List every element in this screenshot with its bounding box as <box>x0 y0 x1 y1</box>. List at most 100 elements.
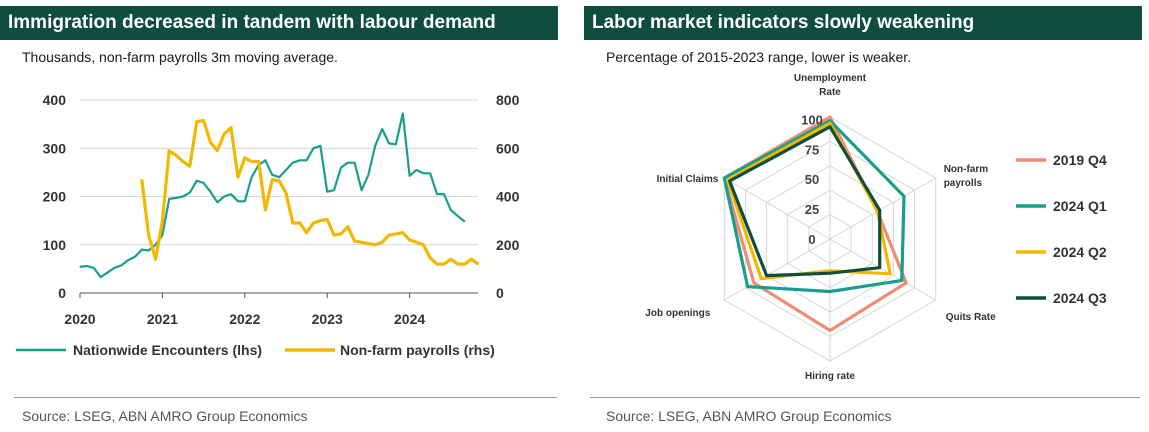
data-point <box>409 239 411 241</box>
data-point <box>230 193 232 195</box>
legend-label: 2024 Q1 <box>1053 198 1107 214</box>
data-point <box>285 169 287 171</box>
data-point <box>450 209 452 211</box>
data-point <box>175 154 177 157</box>
data-point <box>443 193 445 195</box>
chart-subtitle: Percentage of 2015-2023 range, lower is … <box>606 49 912 65</box>
x-tick-label: 2024 <box>394 311 425 327</box>
series-group <box>79 112 480 279</box>
data-point <box>216 150 218 152</box>
data-point <box>203 182 205 184</box>
data-point <box>381 128 383 130</box>
radar-spoke <box>724 238 831 301</box>
data-point <box>244 200 246 202</box>
y-left-tick-label: 200 <box>43 189 67 205</box>
data-point <box>278 180 280 182</box>
data-point <box>223 195 225 198</box>
data-point <box>409 175 411 177</box>
source-note: Source: LSEG, ABN AMRO Group Economics <box>22 408 308 424</box>
data-point <box>312 147 314 149</box>
radar-tick-label: 50 <box>805 172 819 187</box>
data-point <box>155 244 157 246</box>
chart-title: Immigration decreased in tandem with lab… <box>0 6 558 40</box>
data-point <box>470 258 472 260</box>
data-point <box>477 263 479 265</box>
radar-spoke <box>724 177 831 240</box>
data-point <box>340 233 342 235</box>
radar-tick-label: 100 <box>801 112 823 127</box>
data-point <box>161 234 163 236</box>
data-point <box>258 160 260 163</box>
data-point <box>237 176 239 178</box>
data-point <box>141 179 143 181</box>
series-line-encounters <box>79 112 466 279</box>
data-point <box>182 160 184 163</box>
data-point <box>415 241 417 243</box>
data-point <box>278 176 280 178</box>
x-tick-label: 2023 <box>312 311 343 327</box>
data-point <box>189 165 191 167</box>
gridlines <box>80 99 478 294</box>
radar-chart-panel: Labor market indicators slowly weakening… <box>584 0 1149 432</box>
chart-title: Labor market indicators slowly weakening <box>584 6 1142 40</box>
radar-series-2024-q1 <box>722 119 906 294</box>
data-point <box>457 263 459 265</box>
legend-label: 2019 Q4 <box>1053 152 1107 168</box>
divider <box>14 397 557 398</box>
y-right-tick-label: 800 <box>496 92 520 108</box>
data-point <box>230 127 232 129</box>
data-point <box>216 201 218 203</box>
line-chart-panel: Immigration decreased in tandem with lab… <box>0 0 565 432</box>
data-point <box>319 220 321 222</box>
data-point <box>464 221 466 223</box>
axis-labels: Unemployment Rate Non-farm payrolls Quits Ra… <box>645 73 996 382</box>
data-point <box>429 172 431 174</box>
chart-subtitle: Thousands, non-farm payrolls 3m moving a… <box>22 49 338 65</box>
x-tick-label: 2022 <box>229 311 260 327</box>
legend-label: 2024 Q2 <box>1053 244 1107 260</box>
radar-tick-label: 75 <box>805 142 819 157</box>
y-right-tick-label: 200 <box>496 237 520 253</box>
radar-axis-label: Job openings <box>645 308 710 319</box>
data-point <box>285 192 287 194</box>
data-point <box>450 258 452 260</box>
data-point <box>436 263 438 265</box>
y-left-tick-label: 0 <box>58 285 66 301</box>
data-point <box>333 189 335 191</box>
data-point <box>264 159 266 161</box>
data-point <box>354 240 356 242</box>
data-point <box>306 232 308 234</box>
data-point <box>395 143 397 145</box>
data-point <box>106 272 108 274</box>
data-point <box>388 142 390 144</box>
data-point <box>271 179 273 181</box>
y-left-tick-label: 100 <box>43 237 67 253</box>
data-point <box>271 174 273 176</box>
data-point <box>155 258 157 260</box>
data-point <box>333 234 335 236</box>
data-point <box>464 263 466 265</box>
data-point <box>161 220 163 222</box>
data-point <box>100 276 102 278</box>
data-point <box>402 112 404 115</box>
y-right-tick-label: 400 <box>496 189 520 205</box>
source-note: Source: LSEG, ABN AMRO Group Economics <box>606 408 892 424</box>
data-point <box>443 263 445 265</box>
data-point <box>251 176 253 178</box>
data-point <box>120 264 122 267</box>
radar-axis-label: Quits Rate <box>946 312 996 323</box>
radar-axis-label: Initial Claims <box>657 174 719 185</box>
radar-axis-label: Unemployment Rate <box>794 73 867 98</box>
data-point <box>182 195 184 198</box>
legend-label: 2024 Q3 <box>1053 290 1107 306</box>
data-point <box>251 160 253 163</box>
line-chart: 0 100 200 300 400 0 200 400 600 800 2020 2021 2022… <box>16 92 520 358</box>
radar-axis-label: Non-farm payrolls <box>944 164 989 189</box>
radar-spoke <box>829 238 936 301</box>
data-point <box>292 162 294 164</box>
data-point <box>168 150 170 152</box>
data-point <box>429 257 431 259</box>
series-group <box>722 115 908 333</box>
data-point <box>79 266 81 268</box>
data-point <box>127 259 129 261</box>
